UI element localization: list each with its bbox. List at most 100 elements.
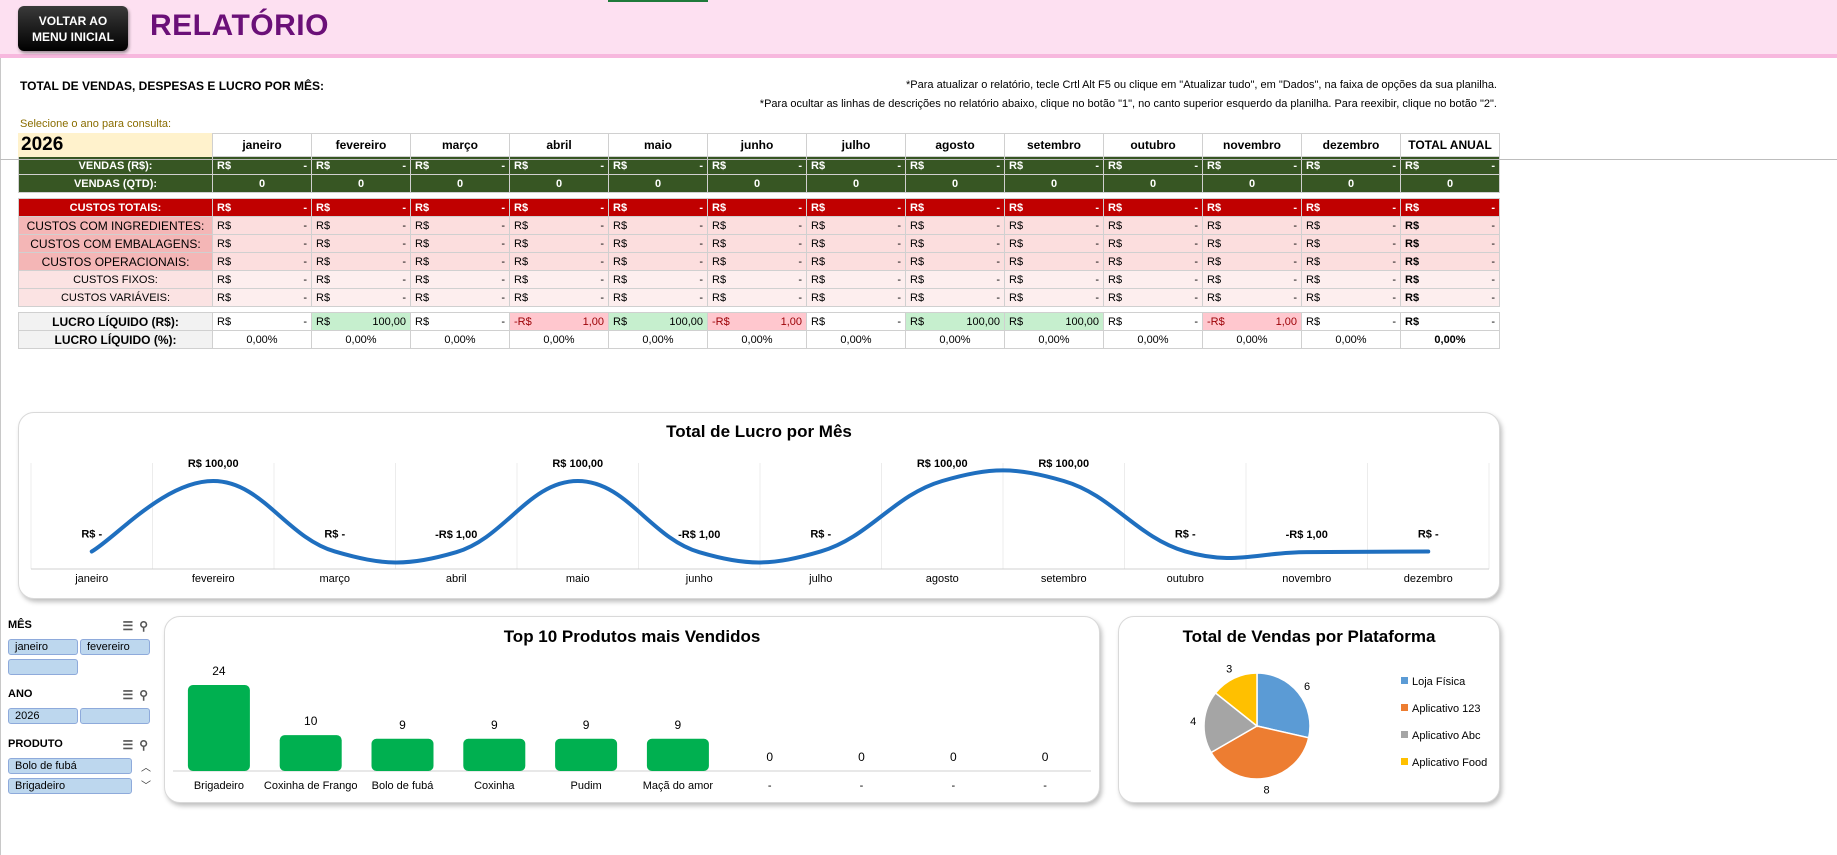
fixed-costs-cell[interactable]: R$ - (707, 270, 807, 289)
fixed-costs-cell[interactable]: R$ - (608, 270, 708, 289)
net-profit-pct-cell[interactable]: 0,00% (707, 330, 807, 349)
net-profit-cell[interactable]: -R$ 1,00 (1202, 312, 1302, 331)
ingredient-costs-total[interactable]: R$ - (1400, 216, 1500, 235)
net-profit-cell[interactable]: R$ 100,00 (608, 312, 708, 331)
sales-amount-cell[interactable]: R$ - (1004, 156, 1104, 175)
fixed-costs-cell[interactable]: R$ - (212, 270, 312, 289)
packaging-costs-cell[interactable]: R$ - (509, 234, 609, 253)
net-profit-cell[interactable]: R$ 100,00 (1004, 312, 1104, 331)
net-profit-pct-cell[interactable]: 0,00% (806, 330, 906, 349)
net-profit-cell[interactable]: -R$ 1,00 (509, 312, 609, 331)
variable-costs-total[interactable]: R$ - (1400, 288, 1500, 307)
sales-amount-cell[interactable]: R$ - (1301, 156, 1401, 175)
packaging-costs-cell[interactable]: R$ - (410, 234, 510, 253)
sales-qty-cell[interactable]: 0 (608, 174, 708, 193)
net-profit-pct-cell[interactable]: 0,00% (212, 330, 312, 349)
net-profit-pct-cell[interactable]: 0,00% (905, 330, 1005, 349)
slicer-item[interactable]: Bolo de fubá (8, 758, 132, 774)
sales-qty-cell[interactable]: 0 (311, 174, 411, 193)
month-slicer[interactable]: MÊS ☰⚲ janeiro fevereiro (8, 619, 154, 677)
ingredient-costs-cell[interactable]: R$ - (410, 216, 510, 235)
sales-qty-cell[interactable]: 0 (707, 174, 807, 193)
sales-amount-cell[interactable]: R$ - (806, 156, 906, 175)
variable-costs-cell[interactable]: R$ - (1202, 288, 1302, 307)
operational-costs-cell[interactable]: R$ - (707, 252, 807, 271)
operational-costs-cell[interactable]: R$ - (212, 252, 312, 271)
fixed-costs-cell[interactable]: R$ - (1202, 270, 1302, 289)
ingredient-costs-cell[interactable]: R$ - (608, 216, 708, 235)
fixed-costs-cell[interactable]: R$ - (509, 270, 609, 289)
ingredient-costs-cell[interactable]: R$ - (212, 216, 312, 235)
net-profit-pct-total[interactable]: 0,00% (1400, 330, 1500, 349)
operational-costs-cell[interactable]: R$ - (509, 252, 609, 271)
net-profit-pct-cell[interactable]: 0,00% (311, 330, 411, 349)
operational-costs-cell[interactable]: R$ - (1301, 252, 1401, 271)
packaging-costs-cell[interactable]: R$ - (1004, 234, 1104, 253)
back-to-menu-button[interactable]: VOLTAR AO MENU INICIAL (18, 6, 128, 51)
packaging-costs-cell[interactable]: R$ - (311, 234, 411, 253)
sales-amount-cell[interactable]: R$ - (905, 156, 1005, 175)
fixed-costs-cell[interactable]: R$ - (806, 270, 906, 289)
packaging-costs-cell[interactable]: R$ - (1301, 234, 1401, 253)
slicer-item[interactable]: 2026 (8, 708, 78, 724)
total-costs-cell[interactable]: R$ - (410, 198, 510, 217)
sales-qty-cell[interactable]: 0 (212, 174, 312, 193)
operational-costs-cell[interactable]: R$ - (410, 252, 510, 271)
net-profit-cell[interactable]: -R$ 1,00 (707, 312, 807, 331)
net-profit-total[interactable]: R$ - (1400, 312, 1500, 331)
ingredient-costs-cell[interactable]: R$ - (905, 216, 1005, 235)
slicer-scroll-arrows[interactable]: ︿ ﹀ (141, 763, 151, 792)
variable-costs-cell[interactable]: R$ - (905, 288, 1005, 307)
net-profit-cell[interactable]: R$ - (212, 312, 312, 331)
total-costs-cell[interactable]: R$ - (905, 198, 1005, 217)
variable-costs-cell[interactable]: R$ - (410, 288, 510, 307)
packaging-costs-cell[interactable]: R$ - (806, 234, 906, 253)
top-products-chart[interactable]: Top 10 Produtos mais Vendidos 24 Brigadei… (164, 616, 1100, 803)
sales-amount-cell[interactable]: R$ - (410, 156, 510, 175)
variable-costs-cell[interactable]: R$ - (212, 288, 312, 307)
net-profit-pct-cell[interactable]: 0,00% (1103, 330, 1203, 349)
ingredient-costs-cell[interactable]: R$ - (1301, 216, 1401, 235)
fixed-costs-cell[interactable]: R$ - (1103, 270, 1203, 289)
variable-costs-cell[interactable]: R$ - (1301, 288, 1401, 307)
sales-qty-cell[interactable]: 0 (509, 174, 609, 193)
fixed-costs-cell[interactable]: R$ - (1301, 270, 1401, 289)
net-profit-pct-cell[interactable]: 0,00% (1004, 330, 1104, 349)
net-profit-cell[interactable]: R$ - (410, 312, 510, 331)
sales-amount-cell[interactable]: R$ - (707, 156, 807, 175)
fixed-costs-cell[interactable]: R$ - (410, 270, 510, 289)
slicer-item[interactable]: Brigadeiro (8, 778, 132, 794)
operational-costs-cell[interactable]: R$ - (1004, 252, 1104, 271)
variable-costs-cell[interactable]: R$ - (509, 288, 609, 307)
total-costs-cell[interactable]: R$ - (707, 198, 807, 217)
total-costs-cell[interactable]: R$ - (1103, 198, 1203, 217)
total-costs-cell[interactable]: R$ - (1004, 198, 1104, 217)
variable-costs-cell[interactable]: R$ - (806, 288, 906, 307)
fixed-costs-cell[interactable]: R$ - (905, 270, 1005, 289)
sales-qty-cell[interactable]: 0 (410, 174, 510, 193)
net-profit-cell[interactable]: R$ - (806, 312, 906, 331)
sales-qty-cell[interactable]: 0 (806, 174, 906, 193)
net-profit-pct-cell[interactable]: 0,00% (608, 330, 708, 349)
sales-amount-cell[interactable]: R$ - (608, 156, 708, 175)
total-costs-total[interactable]: R$ - (1400, 198, 1500, 217)
fixed-costs-total[interactable]: R$ - (1400, 270, 1500, 289)
variable-costs-cell[interactable]: R$ - (1004, 288, 1104, 307)
sales-qty-cell[interactable]: 0 (1103, 174, 1203, 193)
sales-amount-cell[interactable]: R$ - (311, 156, 411, 175)
sales-qty-cell[interactable]: 0 (1004, 174, 1104, 193)
total-costs-cell[interactable]: R$ - (509, 198, 609, 217)
packaging-costs-total[interactable]: R$ - (1400, 234, 1500, 253)
year-slicer[interactable]: ANO ☰⚲ 2026 (8, 688, 154, 726)
slicer-multiselect-filter-icons[interactable]: ☰⚲ (122, 619, 154, 633)
profit-by-month-chart[interactable]: Total de Lucro por Mês R$ - janeiro R$ 100… (18, 412, 1500, 599)
operational-costs-cell[interactable]: R$ - (608, 252, 708, 271)
sales-qty-total[interactable]: 0 (1400, 174, 1500, 193)
net-profit-pct-cell[interactable]: 0,00% (1202, 330, 1302, 349)
sales-qty-cell[interactable]: 0 (1202, 174, 1302, 193)
packaging-costs-cell[interactable]: R$ - (212, 234, 312, 253)
ingredient-costs-cell[interactable]: R$ - (1004, 216, 1104, 235)
ingredient-costs-cell[interactable]: R$ - (707, 216, 807, 235)
sales-amount-cell[interactable]: R$ - (1202, 156, 1302, 175)
ingredient-costs-cell[interactable]: R$ - (806, 216, 906, 235)
